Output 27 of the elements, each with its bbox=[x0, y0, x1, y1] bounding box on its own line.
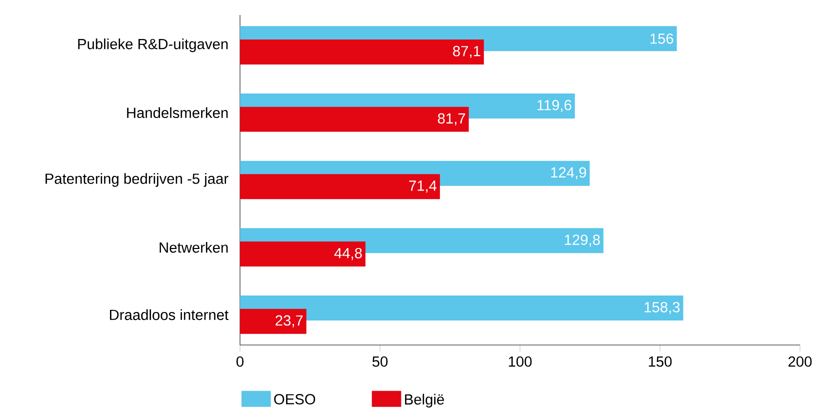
bar bbox=[240, 308, 306, 334]
data-label: 129,8 bbox=[564, 234, 600, 247]
x-tick-label: 150 bbox=[648, 356, 672, 367]
data-label: 44,8 bbox=[334, 248, 362, 260]
y-tick-label: Handelsmerken bbox=[127, 107, 228, 118]
y-tick-label: Netwerken bbox=[160, 242, 228, 253]
y-tick-label: Patentering bedrijven -5 jaar bbox=[46, 173, 228, 187]
data-label: 87,1 bbox=[453, 46, 480, 58]
data-label: 81,7 bbox=[438, 113, 466, 126]
x-tick-label: 200 bbox=[788, 356, 812, 367]
data-label: 156 bbox=[650, 33, 674, 44]
legend-label: België bbox=[405, 394, 444, 408]
x-tick-label: 50 bbox=[372, 356, 388, 367]
x-tick-label: 100 bbox=[508, 356, 532, 367]
data-label: 124,9 bbox=[551, 167, 586, 180]
y-tick-label: Draadloos internet bbox=[110, 309, 228, 320]
data-label: 71,4 bbox=[409, 180, 437, 193]
data-label: 23,7 bbox=[276, 315, 303, 328]
bar bbox=[240, 174, 440, 200]
data-label: 158,3 bbox=[644, 302, 680, 314]
legend-label: OESO bbox=[274, 394, 316, 404]
y-tick-label: Publieke R&D-uitgaven bbox=[78, 38, 228, 52]
x-tick-label: 0 bbox=[236, 356, 244, 367]
bar bbox=[240, 39, 484, 64]
bar bbox=[240, 106, 469, 132]
bar bbox=[240, 242, 366, 266]
data-label: 119,6 bbox=[537, 100, 572, 112]
